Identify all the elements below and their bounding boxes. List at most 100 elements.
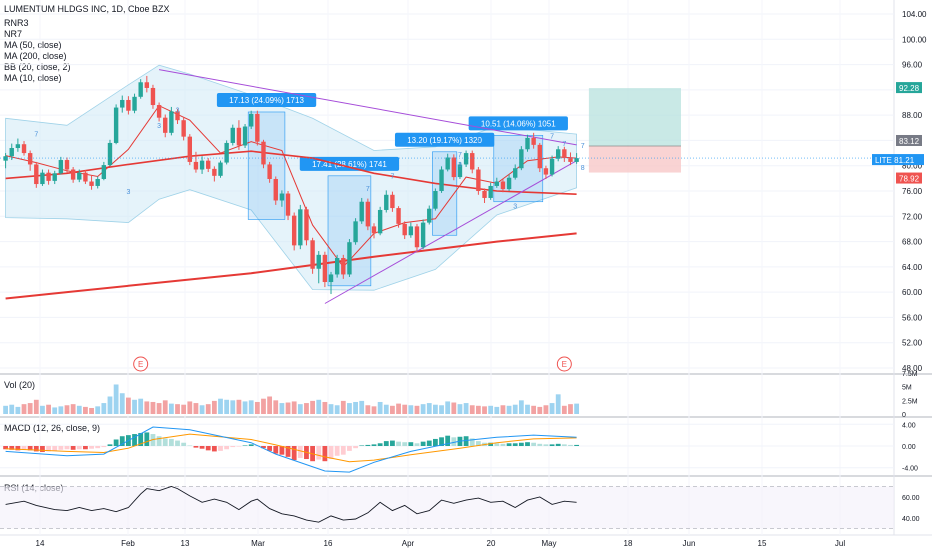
volume-bar (9, 404, 15, 414)
indicator-legend-ma50[interactable]: MA (50, close) (4, 40, 62, 50)
macd-histogram-bar (297, 446, 303, 458)
candle-body (427, 208, 432, 223)
x-tick-label: Jun (683, 539, 696, 548)
volume-bar (218, 398, 223, 414)
indicator-legend-rnr3[interactable]: RNR3 (4, 18, 29, 28)
candle-body (52, 173, 57, 181)
macd-histogram-bar (359, 445, 365, 446)
indicator-legend-ma10[interactable]: MA (10, close) (4, 73, 62, 83)
candle-body (242, 126, 248, 146)
volume-bar (27, 403, 33, 414)
macd-histogram-bar (242, 445, 248, 446)
candle-body (322, 254, 328, 283)
candle-body (359, 201, 364, 222)
volume-bar (285, 402, 291, 414)
volume-bar (150, 401, 156, 414)
candle-body (433, 191, 438, 209)
macd-histogram-bar (328, 446, 334, 460)
macd-histogram-bar (549, 444, 555, 446)
macd-histogram-bar (144, 432, 150, 446)
candle-body (279, 193, 285, 201)
candle-body (3, 156, 8, 161)
ma200-line (5, 232, 577, 300)
candle-body (316, 254, 321, 269)
candle-body (568, 158, 573, 162)
x-tick-label: Feb (121, 539, 135, 548)
candle-body (138, 82, 143, 97)
indicator-legend-nr7[interactable]: NR7 (4, 29, 23, 39)
volume-bar (52, 407, 58, 414)
pattern-marker: 3 (157, 123, 161, 130)
macd-line (5, 426, 577, 473)
position-loss-zone (588, 145, 681, 173)
candle-body (89, 181, 94, 186)
candle-body (298, 209, 303, 246)
candle-body (113, 107, 119, 143)
measure-label-bg (394, 132, 495, 147)
candle-body (150, 87, 156, 106)
macd-histogram-bar (199, 446, 205, 449)
candle-body (27, 153, 33, 165)
rsi-band-fill (0, 486, 894, 529)
candle-body (193, 161, 199, 170)
volume-bar (506, 405, 512, 414)
volume-bar (340, 400, 346, 414)
earnings-marker (133, 356, 149, 372)
volume-bar (420, 404, 426, 414)
macd-pane-label[interactable]: MACD (12, 26, close, 9) (4, 423, 101, 433)
candle-body (531, 137, 536, 145)
rsi-line (5, 486, 577, 523)
measure-label-bg (216, 92, 317, 107)
macd-histogram-bar (439, 437, 444, 446)
candle-body (365, 201, 371, 227)
volume-bar (549, 403, 555, 414)
macd-histogram-bar (236, 446, 242, 447)
macd-histogram-bar (27, 446, 33, 451)
macd-histogram-bar (58, 446, 64, 450)
macd-histogram-bar (40, 446, 45, 452)
volume-bar (33, 399, 39, 414)
candle-body (445, 157, 450, 170)
volume-bar (328, 404, 334, 414)
volume-bar (113, 384, 119, 414)
volume-bar (46, 404, 51, 414)
macd-histogram-bar (64, 446, 70, 450)
candle-body (390, 194, 395, 209)
macd-histogram-bar (371, 444, 377, 446)
macd-histogram-bar (475, 441, 481, 446)
candle-body (267, 164, 272, 179)
indicator-legend-bb[interactable]: BB (20, close, 2) (4, 62, 71, 72)
candle-body (34, 164, 39, 185)
candle-body (83, 172, 88, 182)
macd-histogram-bar (568, 444, 573, 446)
candle-body (206, 160, 211, 169)
volume-bar (408, 405, 414, 414)
macd-histogram-bar (555, 443, 561, 446)
candle-body (285, 193, 291, 216)
y-tick-label: 60.00 (902, 288, 923, 297)
volume-bar (402, 404, 408, 414)
candle-body (371, 226, 377, 234)
candle-body (273, 178, 278, 201)
volume-bar (156, 403, 162, 414)
pattern-marker: 7 (390, 173, 394, 180)
macd-histogram-bar (230, 446, 236, 448)
indicator-legend-ma200[interactable]: MA (200, close) (4, 51, 67, 61)
macd-histogram-bar (463, 436, 469, 446)
price-label: 92.28 (899, 84, 920, 93)
candle-body (236, 127, 242, 146)
volume-bar (230, 400, 236, 414)
macd-histogram-bar (9, 446, 15, 450)
volume-bar (322, 401, 328, 414)
candle-body (414, 226, 420, 248)
macd-histogram-bar (561, 444, 567, 446)
x-tick-label: 15 (758, 539, 767, 548)
macd-histogram-bar (494, 443, 500, 446)
volume-bar (168, 403, 174, 414)
volume-bar (525, 404, 530, 414)
macd-histogram-bar (107, 444, 113, 446)
y-tick-label: 48.00 (902, 364, 923, 373)
volume-pane-label[interactable]: Vol (20) (4, 380, 36, 390)
candle-body (261, 141, 266, 165)
